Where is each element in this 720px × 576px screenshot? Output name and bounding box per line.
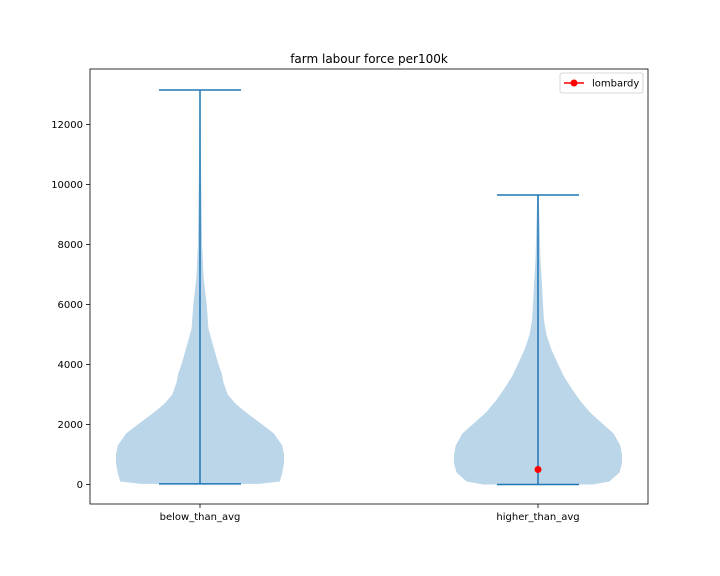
y-tick-label: 6000 <box>58 300 83 311</box>
y-tick-label: 0 <box>77 480 83 491</box>
y-tick-label: 2000 <box>58 420 83 431</box>
x-tick-label: higher_than_avg <box>496 512 579 523</box>
axes: 0 2000 4000 6000 8000 10000 12000 below_than_av… <box>51 120 579 523</box>
plot-area <box>116 89 622 486</box>
legend-marker <box>570 79 578 87</box>
y-tick-label: 4000 <box>58 360 83 371</box>
legend-label: lombardy <box>592 79 639 90</box>
y-tick-label: 8000 <box>58 240 83 251</box>
legend-box <box>559 72 644 94</box>
x-tick-label: below_than_avg <box>160 512 241 523</box>
violin-below_than_avg <box>116 89 284 485</box>
legend: lombardy <box>559 72 644 94</box>
chart-title: farm labour force per100k <box>290 52 448 66</box>
violin-higher_than_avg <box>454 194 622 486</box>
y-tick-label: 10000 <box>51 180 83 191</box>
y-tick-label: 12000 <box>51 120 83 131</box>
legend-item-lombardy: lombardy <box>564 79 639 90</box>
point-lombardy <box>534 466 542 473</box>
plot-frame <box>89 68 649 505</box>
